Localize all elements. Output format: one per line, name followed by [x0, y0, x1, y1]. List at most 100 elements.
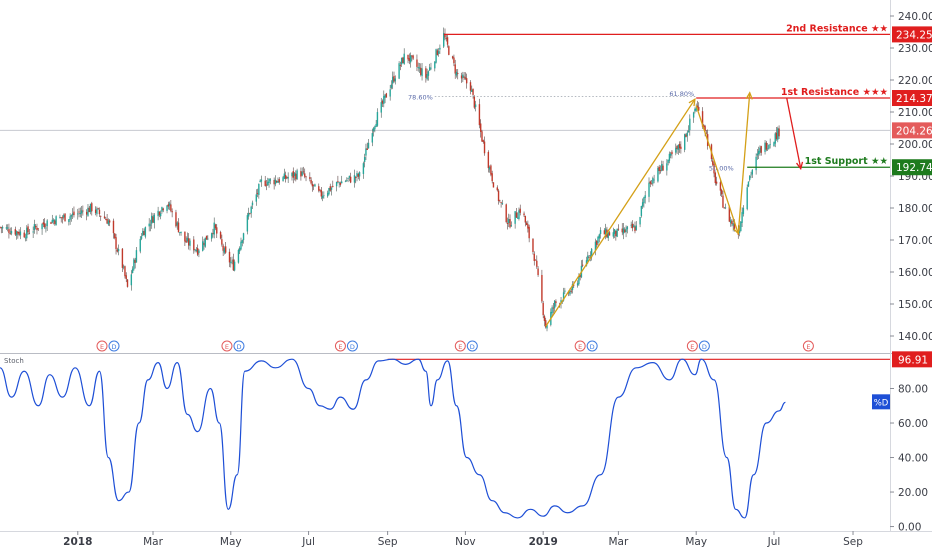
candle-body: [268, 178, 270, 183]
candle: [131, 266, 134, 274]
candle: [462, 71, 464, 83]
candle: [33, 219, 36, 234]
candle: [258, 183, 260, 199]
candle: [613, 229, 616, 239]
candle-body: [492, 182, 495, 188]
candle-body: [543, 316, 546, 322]
stoch-series-badge: [872, 394, 890, 410]
candle-body: [731, 220, 733, 225]
candle-body: [233, 261, 236, 271]
event-marker-d: [466, 340, 478, 352]
candle: [216, 223, 218, 238]
target-arrow-shaft: [786, 97, 802, 169]
candle-body: [224, 246, 227, 253]
candle: [77, 208, 79, 220]
candle-body: [741, 212, 743, 223]
candle-body: [180, 231, 182, 233]
candle-body: [73, 211, 75, 216]
candle-body: [184, 231, 186, 242]
candle-body: [624, 229, 626, 233]
candle: [275, 180, 278, 184]
candle: [260, 175, 263, 187]
candle: [240, 237, 242, 251]
candle-body: [523, 213, 525, 216]
candle: [14, 226, 17, 236]
candle-body: [45, 227, 47, 229]
candle: [437, 48, 440, 57]
candle-body: [196, 248, 199, 255]
candle-body: [426, 73, 428, 80]
candle-body: [676, 145, 678, 149]
candle: [612, 227, 615, 239]
candle-body: [177, 222, 180, 233]
candle-body: [256, 192, 259, 194]
candle: [346, 177, 348, 182]
candle: [381, 99, 384, 108]
candle: [653, 174, 655, 184]
candle: [639, 216, 641, 228]
candle-body: [608, 232, 611, 236]
candle: [385, 92, 388, 98]
candle: [635, 221, 637, 231]
candle: [355, 176, 357, 184]
candle-body: [23, 232, 25, 238]
candle: [742, 205, 745, 217]
candle: [400, 57, 403, 68]
event-letter-4-0: E: [578, 343, 582, 351]
candle: [348, 175, 351, 182]
candle-body: [33, 224, 36, 231]
candle-body: [528, 226, 530, 239]
candle: [756, 149, 759, 160]
candle: [293, 172, 296, 181]
candle: [277, 177, 279, 184]
candle-body: [198, 250, 200, 253]
candle-body: [705, 132, 708, 134]
candle-body: [239, 247, 241, 252]
event-letter-5-1: D: [702, 343, 707, 351]
candle-body: [658, 166, 660, 171]
candle-body: [133, 259, 135, 270]
candle-body: [740, 221, 742, 232]
target-arrow-head: [796, 161, 804, 171]
candle: [269, 178, 272, 185]
candle: [451, 55, 454, 60]
candle: [186, 232, 189, 243]
candle: [425, 66, 427, 83]
candle: [500, 201, 502, 208]
candle: [668, 151, 671, 164]
candle-body: [634, 226, 636, 232]
candle-body: [775, 132, 778, 140]
candle-body: [259, 180, 261, 183]
candle: [773, 141, 775, 147]
candle-body: [659, 169, 662, 171]
candle-body: [648, 182, 650, 197]
candle-body: [210, 233, 213, 239]
event-marker-e: [221, 340, 233, 352]
event-letter-6-0: E: [806, 343, 810, 351]
candle-body: [714, 172, 717, 184]
candle: [411, 55, 413, 62]
level-badge-0: [892, 26, 932, 43]
candle-body: [701, 111, 704, 127]
candle: [205, 235, 208, 240]
candle: [448, 45, 450, 56]
candle-body: [482, 140, 484, 142]
time-tick-label-2: May: [220, 536, 242, 548]
candle: [533, 251, 535, 266]
candle: [775, 126, 778, 141]
event-marker-e: [454, 340, 466, 352]
time-tick-label-9: Jul: [767, 536, 781, 548]
candle-body: [590, 248, 593, 258]
candle: [426, 68, 428, 81]
candle-body: [598, 234, 600, 239]
candle: [769, 138, 771, 149]
candle: [536, 255, 538, 269]
candle: [291, 172, 293, 181]
up-leg-arrow-shaft: [545, 98, 696, 327]
candle-body: [443, 33, 445, 47]
candle-body: [223, 248, 226, 253]
candle-body: [212, 232, 214, 234]
candle-body: [462, 74, 464, 78]
candle: [70, 214, 73, 222]
candle: [250, 205, 252, 218]
